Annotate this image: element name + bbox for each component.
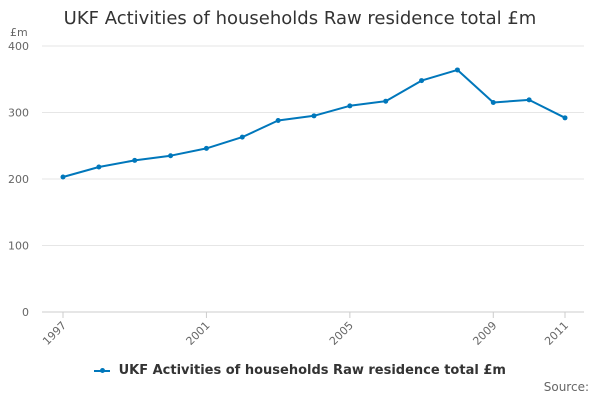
- x-tick-label: 2001: [184, 319, 213, 348]
- legend-label: UKF Activities of households Raw residen…: [118, 363, 506, 378]
- x-tick-label: 1997: [40, 319, 69, 348]
- data-point[interactable]: [526, 97, 532, 103]
- data-point[interactable]: [562, 115, 568, 121]
- data-point[interactable]: [239, 134, 245, 140]
- y-tick-label: 100: [8, 240, 29, 253]
- data-point[interactable]: [275, 117, 281, 123]
- data-point[interactable]: [383, 98, 389, 104]
- data-point[interactable]: [132, 157, 138, 163]
- y-tick-label: 300: [8, 107, 29, 120]
- data-point[interactable]: [60, 174, 66, 180]
- data-point[interactable]: [419, 78, 425, 84]
- y-axis-label: £m: [10, 26, 28, 39]
- x-tick-label: 2005: [327, 319, 356, 348]
- series-line: [62, 68, 566, 178]
- chart-title: UKF Activities of households Raw residen…: [63, 8, 537, 29]
- legend[interactable]: UKF Activities of households Raw residen…: [0, 363, 600, 378]
- x-tick-label: 2009: [470, 319, 499, 348]
- data-point[interactable]: [311, 113, 317, 119]
- x-tick-label: 2011: [542, 319, 571, 348]
- data-point[interactable]: [454, 67, 460, 73]
- y-tick-label: 200: [8, 173, 29, 186]
- data-point[interactable]: [96, 164, 102, 170]
- legend-series-marker: [94, 366, 111, 376]
- data-point[interactable]: [203, 145, 209, 151]
- data-point[interactable]: [490, 100, 496, 106]
- y-tick-label: 400: [8, 40, 29, 53]
- y-tick-label: 0: [22, 306, 29, 319]
- data-point[interactable]: [347, 103, 353, 109]
- source-label: Source:: [543, 380, 589, 394]
- data-point[interactable]: [168, 153, 174, 159]
